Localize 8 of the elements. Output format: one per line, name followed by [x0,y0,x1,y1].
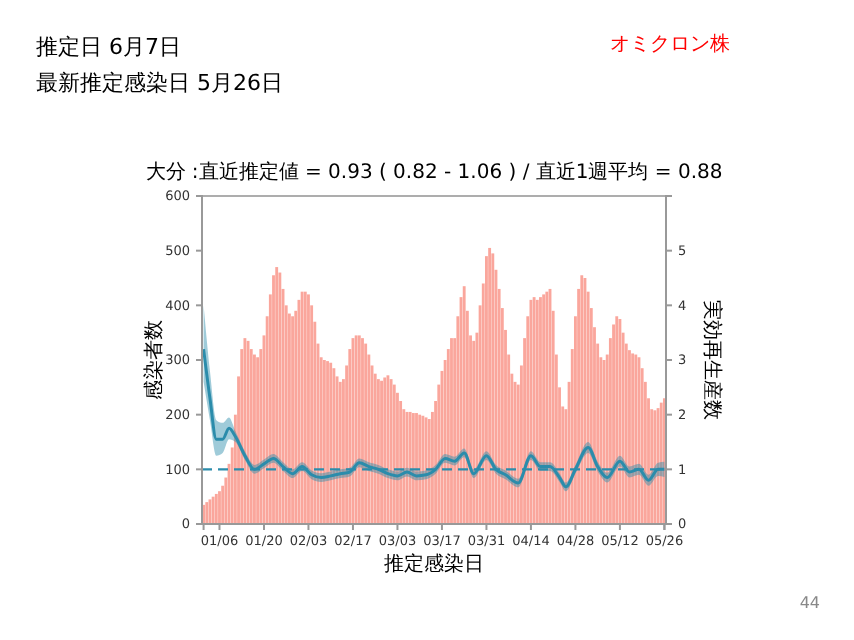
text: オミクロン株 [610,32,730,56]
y2-axis-title: 実効再生産数 [700,300,724,420]
y-axis-title: 感染者数 [142,320,166,400]
x-axis-title: 推定感染日 [384,552,484,576]
chart-title: 大分 :直近推定値 = 0.93 ( 0.82 - 1.06 ) / 直近1週平均 = 0.88 [145,160,723,184]
text: 推定日 6月7日 [36,34,181,60]
text: 最新推定感染日 5月26日 [36,70,283,96]
text: 44 [799,594,820,612]
